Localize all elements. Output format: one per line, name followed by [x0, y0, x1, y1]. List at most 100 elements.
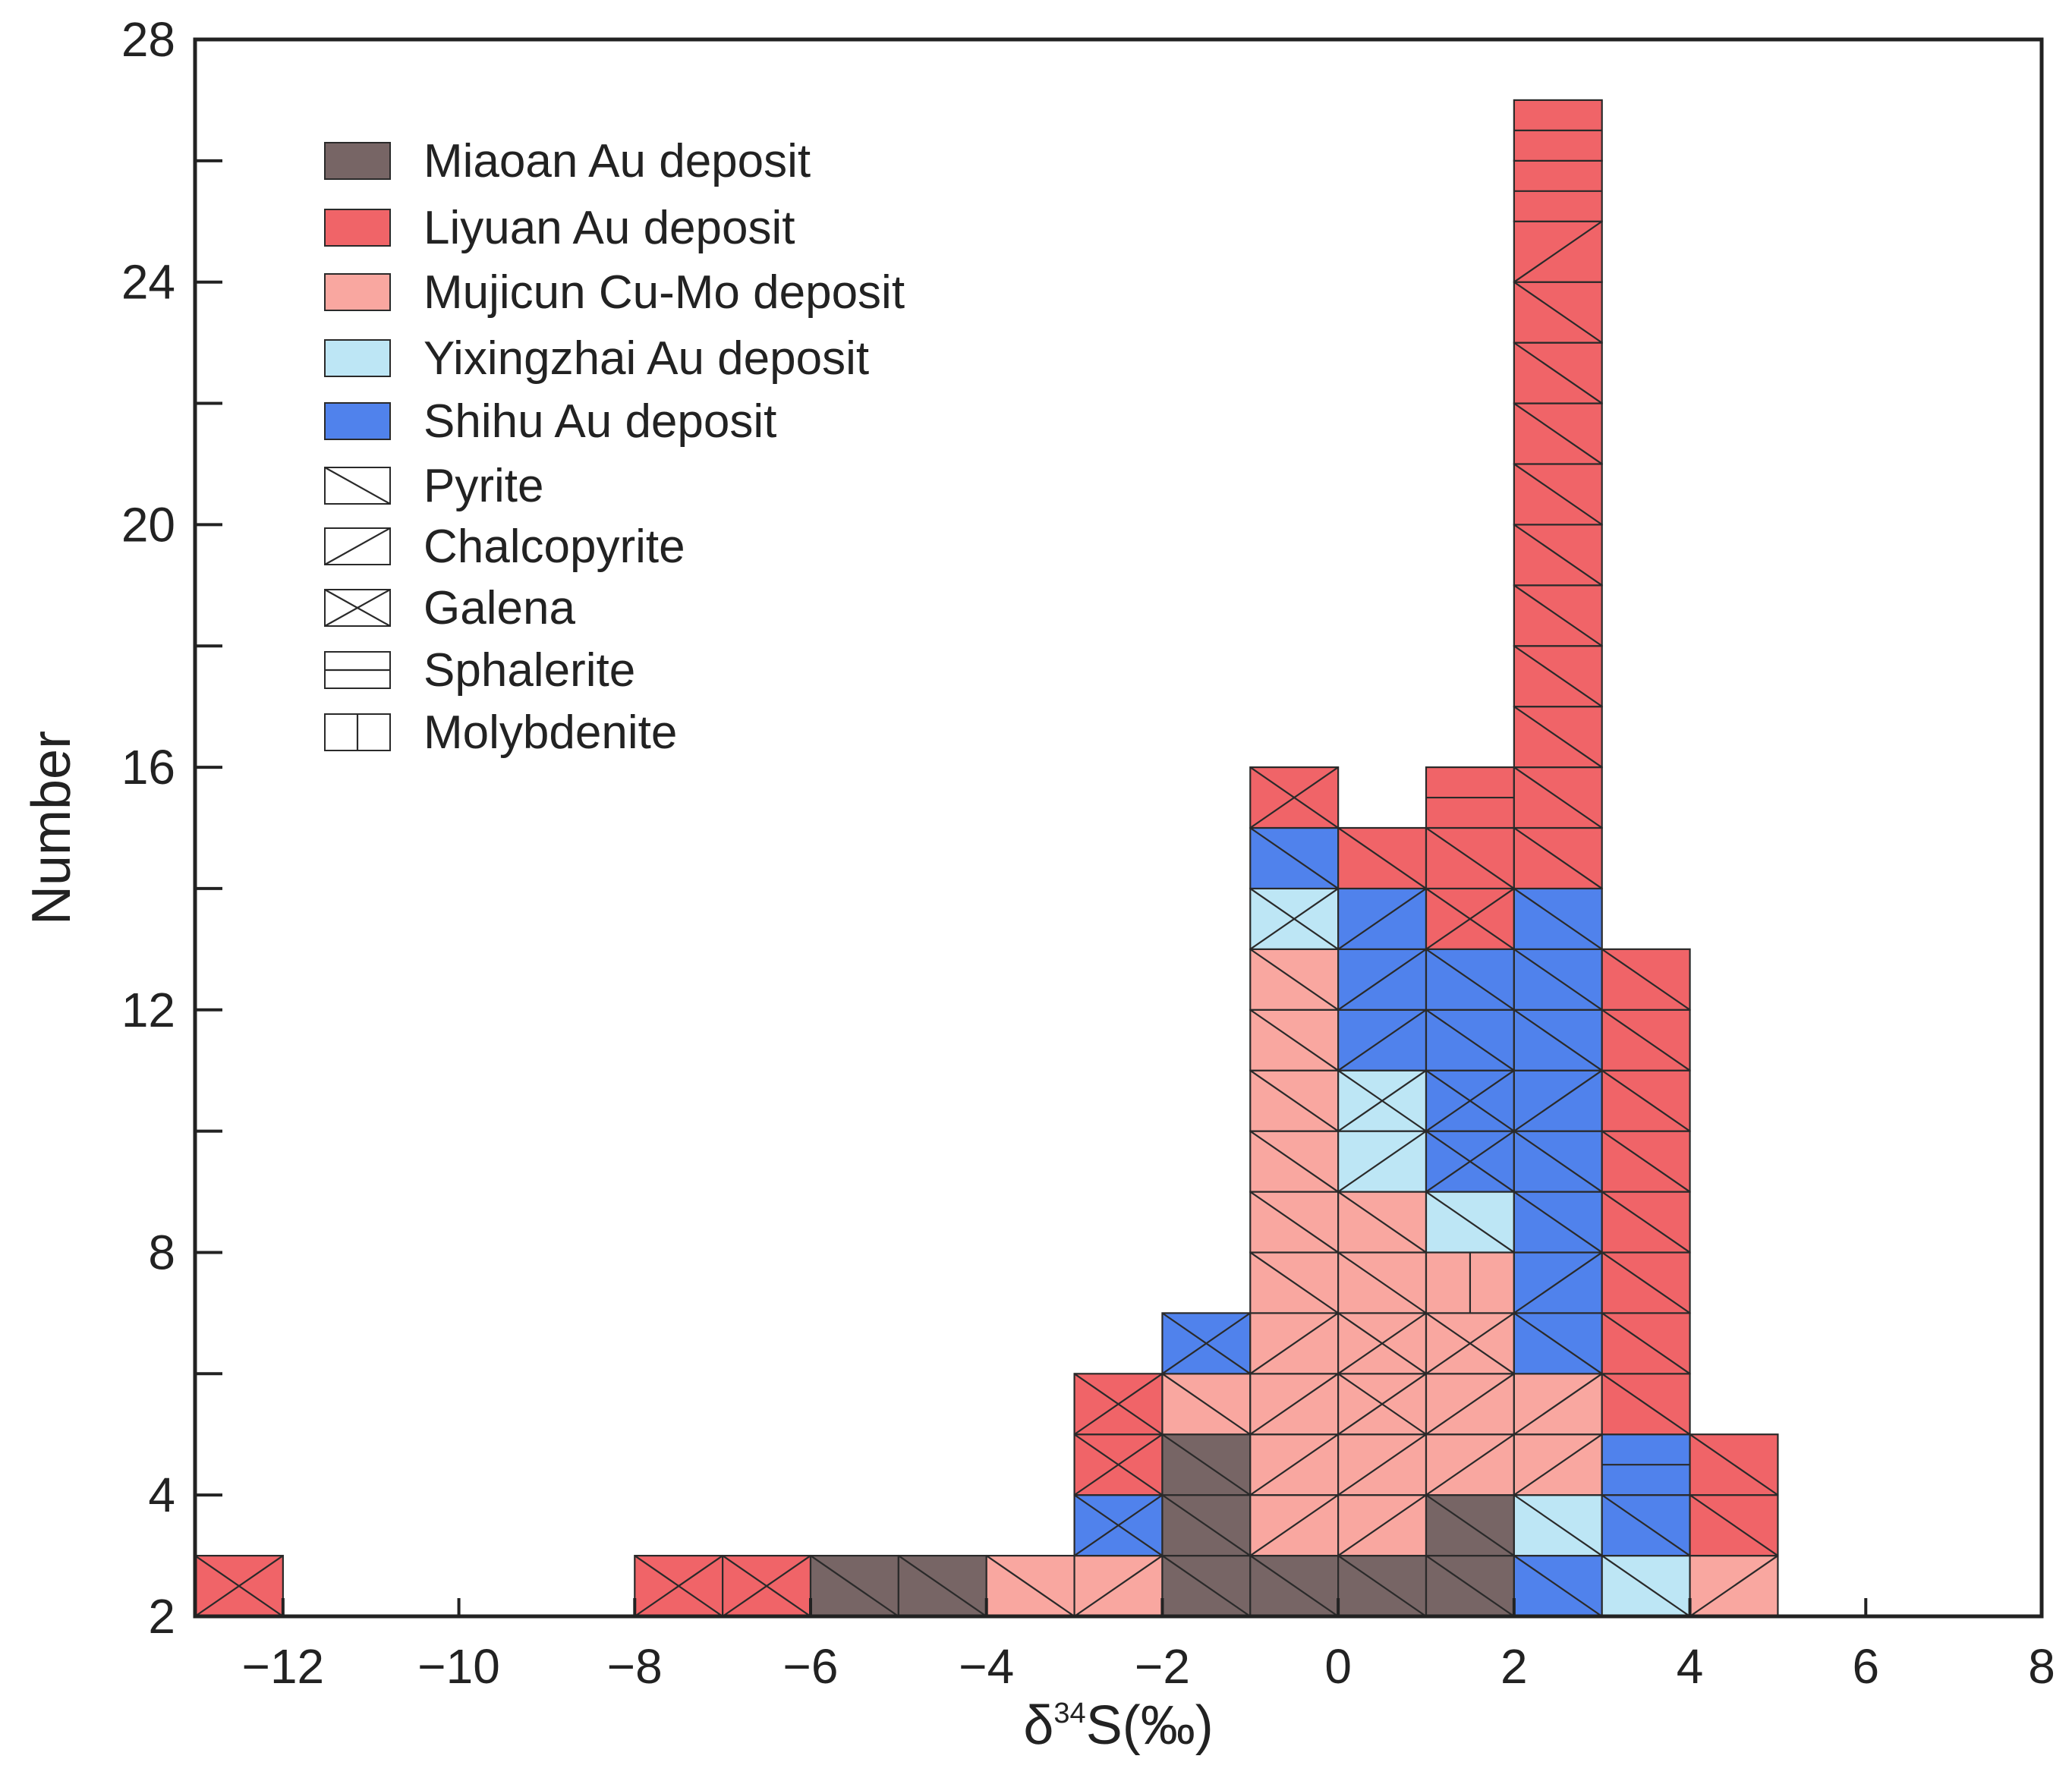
histogram-cell-shihu-py: [1513, 1008, 1603, 1071]
x-tick-label: −6: [783, 1639, 839, 1694]
histogram-cell-shihu-py: [1513, 1312, 1603, 1375]
cell-hatch-py: [1513, 524, 1603, 587]
cell-hatch-py: [1601, 1373, 1691, 1436]
cell-hatch-cp: [1337, 1130, 1427, 1193]
cell-hatch-py: [1513, 1191, 1603, 1254]
histogram-cell-mujicun-cp: [1249, 1312, 1340, 1375]
legend-item-liyuan: Liyuan Au deposit: [324, 202, 795, 254]
cell-hatch-py: [1337, 1555, 1427, 1617]
histogram-cell-yixingzhai-cp: [1337, 1130, 1428, 1193]
histogram-cell-yixingzhai-gn: [1249, 887, 1340, 950]
legend-item-sp: Sphalerite: [324, 644, 635, 697]
x-axis-title: δ34S(‰): [1023, 1695, 1213, 1756]
histogram-cell-miaoan-py: [809, 1554, 899, 1618]
histogram-cell-shihu-cp: [1337, 948, 1428, 1011]
histogram-cell-liyuan-gn: [1073, 1373, 1164, 1436]
histogram-cell-mujicun-cp: [1337, 1494, 1428, 1557]
cell-hatch-py: [1425, 948, 1515, 1011]
cell-hatch-gn: [634, 1555, 723, 1617]
legend-label-gn: Galena: [424, 582, 575, 634]
histogram-cell-liyuan-gn: [1425, 887, 1515, 950]
x-tick-label: 8: [2028, 1639, 2055, 1694]
histogram-cell-liyuan-py: [1513, 645, 1603, 708]
cell-hatch-cp: [1513, 1433, 1603, 1496]
y-tick-label: 2: [148, 1589, 175, 1644]
legend-label-mujicun: Mujicun Cu-Mo deposit: [424, 266, 905, 319]
cell-hatch-py: [1513, 766, 1603, 829]
histogram-cells: [194, 99, 1779, 1618]
y-tick-label: 12: [121, 983, 175, 1037]
histogram-cell-mujicun-py: [1161, 1373, 1252, 1436]
histogram-cell-liyuan-py: [1601, 1312, 1691, 1375]
histogram-cell-liyuan-py: [1513, 584, 1603, 647]
cell-hatch-cp: [1337, 888, 1427, 950]
histogram-cell-liyuan-py: [1601, 1069, 1691, 1132]
histogram-cell-shihu-cp: [1337, 887, 1428, 950]
cell-hatch-gn: [194, 1555, 284, 1617]
legend-item-mujicun: Mujicun Cu-Mo deposit: [324, 266, 905, 319]
legend-swatch-yixingzhai: [324, 339, 391, 377]
cell-hatch-py: [1161, 1555, 1251, 1617]
cell-hatch-cp: [1249, 1373, 1339, 1436]
legend-hatch-gn: [324, 589, 391, 627]
cell-hatch-py: [1513, 888, 1603, 950]
legend-item-miaoan: Miaoan Au deposit: [324, 135, 811, 187]
histogram-cell-liyuan-sp: [1425, 766, 1515, 829]
cell-hatch-py: [986, 1555, 1075, 1617]
histogram-cell-mujicun-cp: [1249, 1494, 1340, 1557]
cell-hatch-py: [1337, 1251, 1427, 1314]
cell-hatch-cp: [1513, 1069, 1603, 1132]
histogram-cell-mujicun-py: [1249, 1069, 1340, 1132]
cell-hatch-py: [1601, 1008, 1691, 1071]
histogram-cell-mujicun-py: [1249, 948, 1340, 1011]
histogram-cell-mujicun-gn: [1337, 1373, 1428, 1436]
cell-hatch-py: [1601, 1191, 1691, 1254]
cell-hatch-gn: [722, 1555, 811, 1617]
histogram-cell-shihu-py: [1513, 1191, 1603, 1254]
cell-hatch-cp: [1513, 1251, 1603, 1314]
x-tick-label: −8: [607, 1639, 663, 1694]
histogram-cell-shihu-py: [1249, 826, 1340, 890]
plot-area: [195, 39, 2042, 1616]
legend-label-cp: Chalcopyrite: [424, 521, 685, 573]
cell-hatch-py: [1601, 1555, 1691, 1617]
legend-label-sp: Sphalerite: [424, 644, 635, 697]
x-tick-label: −4: [959, 1639, 1014, 1694]
cell-hatch-py: [1513, 1130, 1603, 1193]
cell-hatch-py: [810, 1555, 899, 1617]
cell-hatch-py: [1601, 1069, 1691, 1132]
histogram-cell-mujicun-cp: [1337, 1433, 1428, 1496]
cell-hatch-py: [898, 1555, 987, 1617]
histogram-cell-mujicun-cp: [1425, 1433, 1515, 1496]
cell-hatch-cp: [1337, 948, 1427, 1011]
legend-item-yixingzhai: Yixingzhai Au deposit: [324, 332, 869, 385]
legend-swatch-shihu: [324, 402, 391, 440]
histogram-cell-shihu-py: [1513, 1554, 1603, 1618]
histogram-cell-shihu-py: [1425, 1008, 1515, 1071]
cell-hatch-py: [1425, 1191, 1515, 1254]
histogram-cell-mujicun-py: [1249, 1008, 1340, 1071]
x-tick-label: 0: [1324, 1639, 1352, 1694]
histogram-cell-miaoan-py: [1161, 1494, 1252, 1557]
y-tick-label: 8: [148, 1225, 175, 1279]
histogram-cell-liyuan-gn: [1249, 766, 1340, 829]
histogram-cell-yixingzhai-py: [1513, 1494, 1603, 1557]
legend-label-py: Pyrite: [424, 460, 543, 512]
x-tick-label: −2: [1135, 1639, 1190, 1694]
cell-hatch-cp: [1073, 1555, 1164, 1617]
legend: Miaoan Au deposit Liyuan Au deposit Mujicu…: [324, 135, 905, 759]
cell-hatch-py: [1513, 1008, 1603, 1071]
histogram-cell-mujicun-mo: [1425, 1251, 1515, 1314]
histogram-cell-liyuan-py: [1601, 1373, 1691, 1436]
histogram-cell-shihu-gn: [1425, 1130, 1515, 1193]
cell-hatch-py: [1161, 1494, 1251, 1556]
histogram-cell-miaoan-py: [1161, 1433, 1252, 1496]
cell-hatch-gn: [1337, 1312, 1427, 1375]
x-tick-label: 6: [1852, 1639, 1879, 1694]
cell-hatch-cp: [1513, 220, 1603, 283]
legend-item-cp: Chalcopyrite: [324, 521, 685, 573]
cell-hatch-gn: [1425, 1312, 1515, 1375]
histogram-cell-miaoan-py: [1249, 1554, 1340, 1618]
